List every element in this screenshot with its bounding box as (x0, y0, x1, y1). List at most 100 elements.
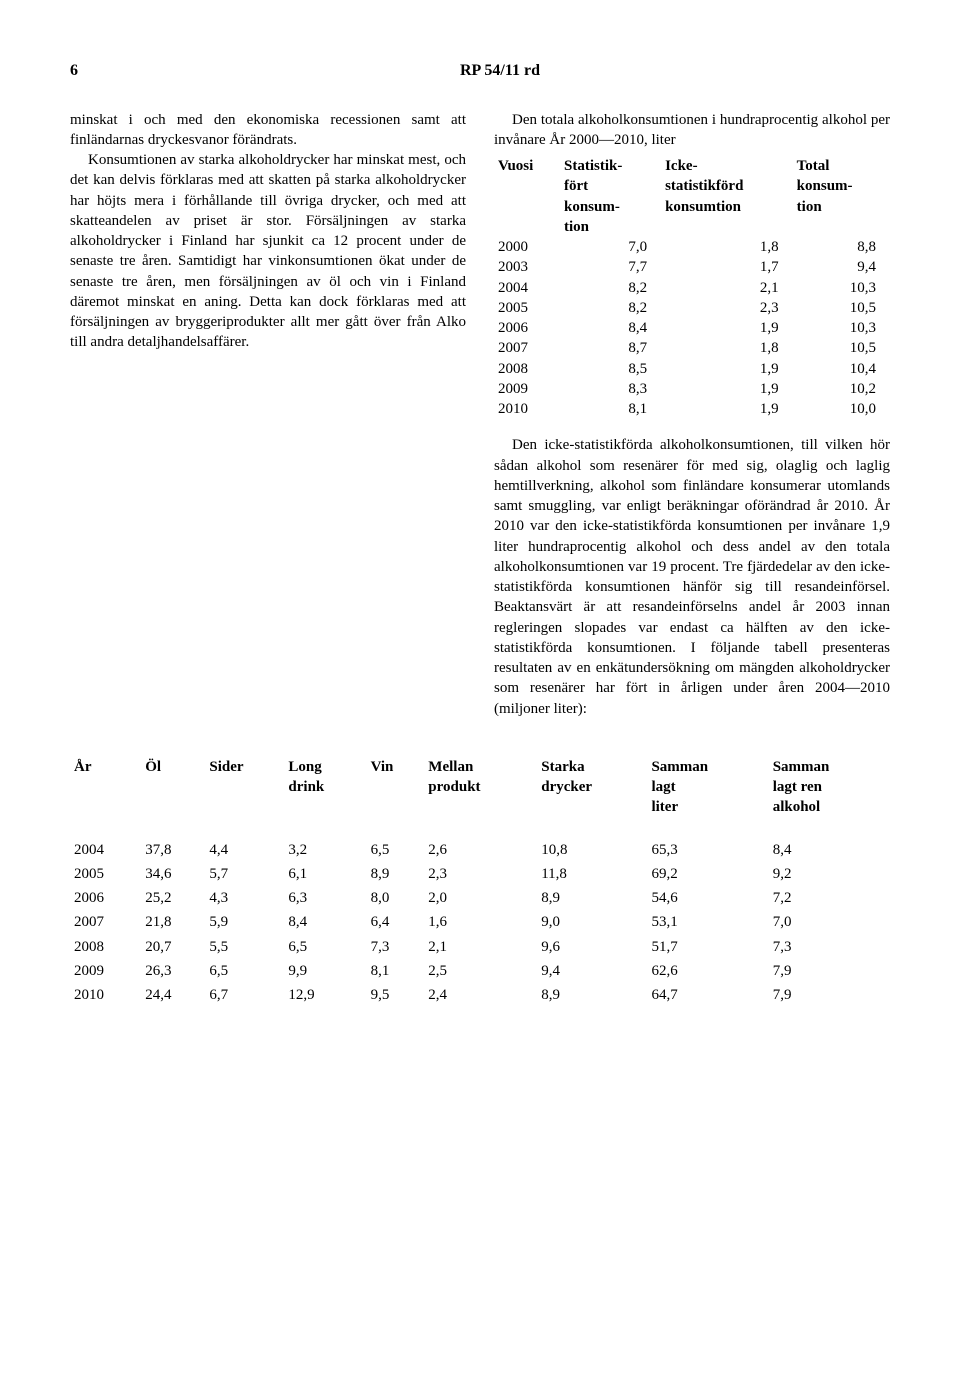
table-cell: 1,8 (661, 237, 793, 257)
table-cell: 9,4 (537, 959, 647, 983)
table-cell: 9,2 (769, 862, 890, 886)
below-paragraph-1: Den icke-statistikförda alkoholkonsumtio… (494, 435, 890, 719)
col-header: Vin (367, 755, 425, 820)
table-row: 20078,71,810,5 (494, 338, 890, 358)
right-continuation: Den icke-statistikförda alkoholkonsumtio… (480, 435, 890, 719)
table-cell: 1,7 (661, 257, 793, 277)
table-cell: 3,2 (284, 838, 366, 862)
table-cell: 8,4 (284, 910, 366, 934)
table-cell: 2008 (494, 359, 560, 379)
table-cell: 6,5 (367, 838, 425, 862)
table-row: 20048,22,110,3 (494, 278, 890, 298)
table-row: 20058,22,310,5 (494, 298, 890, 318)
left-column: minskat i och med den ekonomiska recessi… (70, 110, 466, 420)
table-cell: 2,0 (424, 886, 537, 910)
table-row: 200625,24,36,38,02,08,954,67,2 (70, 886, 890, 910)
table-cell: 10,3 (793, 278, 890, 298)
table-cell: 7,9 (769, 983, 890, 1007)
col-header: Statistik- fört konsum- tion (560, 156, 661, 237)
col-header: Starka drycker (537, 755, 647, 820)
table-cell: 8,1 (367, 959, 425, 983)
table-cell: 6,5 (205, 959, 284, 983)
table-row: 20068,41,910,3 (494, 318, 890, 338)
table-cell: 54,6 (647, 886, 768, 910)
table-cell: 53,1 (647, 910, 768, 934)
page-header: 6 RP 54/11 rd (70, 60, 890, 82)
table-cell: 51,7 (647, 935, 768, 959)
table-row: 20037,71,79,4 (494, 257, 890, 277)
table-cell: 10,2 (793, 379, 890, 399)
table-cell: 10,3 (793, 318, 890, 338)
table-header-row: Vuosi Statistik- fört konsum- tion Icke-… (494, 156, 890, 237)
table-cell: 8,9 (537, 983, 647, 1007)
table-cell: 2007 (494, 338, 560, 358)
table-cell: 8,7 (560, 338, 661, 358)
col-header: Samman lagt liter (647, 755, 768, 820)
table-row: 200721,85,98,46,41,69,053,17,0 (70, 910, 890, 934)
table-cell: 1,9 (661, 318, 793, 338)
table-cell: 8,8 (793, 237, 890, 257)
consumption-table: Vuosi Statistik- fört konsum- tion Icke-… (494, 156, 890, 419)
table-cell: 4,3 (205, 886, 284, 910)
table-cell: 9,5 (367, 983, 425, 1007)
table-row: 200534,65,76,18,92,311,869,29,2 (70, 862, 890, 886)
table-cell: 10,8 (537, 838, 647, 862)
table-cell: 7,7 (560, 257, 661, 277)
right-column: Den totala alkoholkonsumtionen i hundrap… (494, 110, 890, 420)
table-cell: 20,7 (141, 935, 205, 959)
table-cell: 6,5 (284, 935, 366, 959)
table-cell: 8,4 (769, 838, 890, 862)
table-cell: 7,3 (769, 935, 890, 959)
col-header: Samman lagt ren alkohol (769, 755, 890, 820)
table-cell: 34,6 (141, 862, 205, 886)
col-header: Long drink (284, 755, 366, 820)
table-cell: 5,7 (205, 862, 284, 886)
table-cell: 2,1 (424, 935, 537, 959)
table-cell: 21,8 (141, 910, 205, 934)
table-cell: 8,4 (560, 318, 661, 338)
table-row: 20007,01,88,8 (494, 237, 890, 257)
table-cell: 10,5 (793, 338, 890, 358)
table-cell: 2,3 (661, 298, 793, 318)
table-cell: 2,4 (424, 983, 537, 1007)
col-header: Total konsum- tion (793, 156, 890, 237)
table-cell: 10,4 (793, 359, 890, 379)
table-cell: 11,8 (537, 862, 647, 886)
document-title: RP 54/11 rd (110, 60, 890, 82)
table-header-row: År Öl Sider Long drink Vin Mellan produk… (70, 755, 890, 820)
table-cell: 2007 (70, 910, 141, 934)
table-cell: 7,0 (769, 910, 890, 934)
table-cell: 5,5 (205, 935, 284, 959)
table-cell: 6,1 (284, 862, 366, 886)
table-cell: 2006 (494, 318, 560, 338)
table-cell: 12,9 (284, 983, 366, 1007)
table-cell: 6,4 (367, 910, 425, 934)
table-cell: 1,9 (661, 399, 793, 419)
col-header: Mellan produkt (424, 755, 537, 820)
table-cell: 2004 (494, 278, 560, 298)
col-header: Vuosi (494, 156, 560, 237)
table-cell: 25,2 (141, 886, 205, 910)
table-cell: 7,3 (367, 935, 425, 959)
table-row: 201024,46,712,99,52,48,964,77,9 (70, 983, 890, 1007)
table-cell: 7,2 (769, 886, 890, 910)
left-paragraph-2: Konsumtionen av starka alkoholdrycker ha… (70, 150, 466, 353)
page-number: 6 (70, 60, 110, 82)
import-table-body: 200437,84,43,26,52,610,865,38,4200534,65… (70, 820, 890, 1008)
table-cell: 1,9 (661, 359, 793, 379)
left-paragraph-1: minskat i och med den ekonomiska recessi… (70, 110, 466, 151)
table-cell: 65,3 (647, 838, 768, 862)
table-cell: 8,5 (560, 359, 661, 379)
table-cell: 4,4 (205, 838, 284, 862)
table-cell: 69,2 (647, 862, 768, 886)
table-cell: 26,3 (141, 959, 205, 983)
table-cell: 8,1 (560, 399, 661, 419)
table-cell: 2008 (70, 935, 141, 959)
table-cell: 7,0 (560, 237, 661, 257)
table-cell: 5,9 (205, 910, 284, 934)
table-cell: 2,6 (424, 838, 537, 862)
table-cell: 2006 (70, 886, 141, 910)
table-cell: 2,3 (424, 862, 537, 886)
right-intro: Den totala alkoholkonsumtionen i hundrap… (494, 110, 890, 151)
table-cell: 10,0 (793, 399, 890, 419)
